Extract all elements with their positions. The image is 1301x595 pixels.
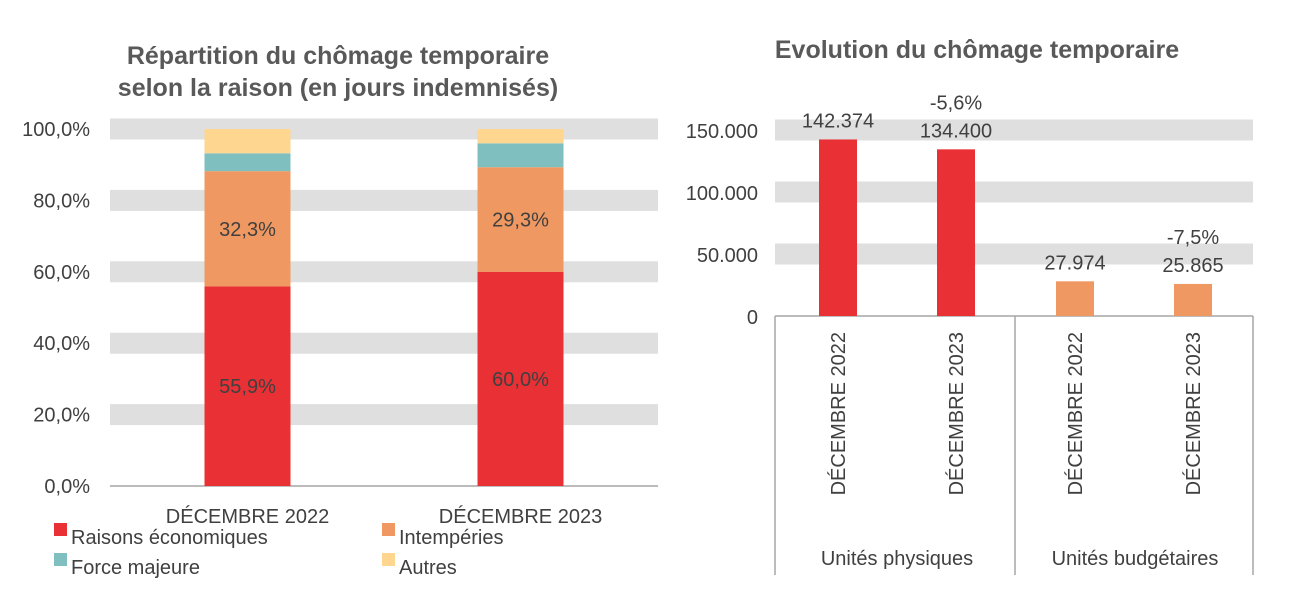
y-tick-label: 0,0% (44, 476, 90, 498)
bar-segment (204, 129, 291, 154)
grid-band (775, 119, 1253, 141)
grid-band (110, 404, 658, 426)
data-label: 32,3% (219, 219, 276, 241)
data-label: 25.865 (1162, 255, 1223, 277)
y-tick-label: 0 (747, 307, 758, 329)
change-label: -7,5% (1167, 227, 1219, 249)
bar-segment (204, 171, 291, 287)
legend-swatch (54, 553, 67, 566)
y-tick-label: 20,0% (33, 405, 90, 427)
grid-band (110, 332, 658, 354)
x-tick-label: DÉCEMBRE 2022 (166, 505, 329, 528)
bar (819, 139, 857, 316)
y-tick-label: 50.000 (697, 245, 758, 267)
x-tick-label: DÉCEMBRE 2023 (1182, 332, 1205, 495)
data-label: 60,0% (492, 369, 549, 391)
y-tick-label: 100.000 (686, 183, 758, 205)
group-label: Unités physiques (821, 548, 973, 570)
grid-band (775, 243, 1253, 265)
bar (1174, 283, 1212, 316)
y-tick-label: 60,0% (33, 262, 90, 284)
bar (937, 149, 975, 316)
legend-label: Autres (399, 557, 457, 579)
bar-segment (204, 153, 291, 172)
data-label: 142.374 (802, 110, 874, 132)
chart-title: Evolution du chômage temporaire (775, 36, 1179, 64)
grid-band (775, 181, 1253, 203)
legend-swatch (382, 523, 395, 536)
data-label: 134.400 (920, 120, 992, 142)
x-tick-label: DÉCEMBRE 2023 (945, 332, 968, 495)
group-label: Unités budgétaires (1052, 548, 1219, 570)
y-tick-label: 100,0% (22, 119, 90, 141)
bar-segment (477, 143, 564, 168)
chart-title: selon la raison (en jours indemnisés) (118, 74, 558, 102)
bar-segment (204, 286, 291, 486)
chart-title: Répartition du chômage temporaire (127, 42, 549, 70)
bar (1056, 281, 1094, 316)
legend-label: Force majeure (71, 557, 200, 579)
y-tick-label: 80,0% (33, 190, 90, 212)
bar-segment (477, 167, 564, 272)
y-tick-label: 150.000 (686, 121, 758, 143)
x-tick-label: DÉCEMBRE 2022 (1064, 332, 1087, 495)
grid-band (110, 261, 658, 283)
x-tick-label: DÉCEMBRE 2023 (439, 505, 602, 528)
data-label: 27.974 (1044, 252, 1105, 274)
data-label: 55,9% (219, 376, 276, 398)
legend-label: Raisons économiques (71, 527, 268, 549)
legend-label: Intempéries (399, 527, 504, 549)
data-label: 29,3% (492, 209, 549, 231)
bar-segment (477, 271, 564, 486)
legend-swatch (54, 523, 67, 536)
change-label: -5,6% (930, 92, 982, 114)
grid-band (110, 189, 658, 211)
y-tick-label: 40,0% (33, 333, 90, 355)
bar-segment (477, 129, 564, 144)
x-tick-label: DÉCEMBRE 2022 (827, 332, 850, 495)
legend-swatch (382, 553, 395, 566)
grid-band (110, 118, 658, 140)
